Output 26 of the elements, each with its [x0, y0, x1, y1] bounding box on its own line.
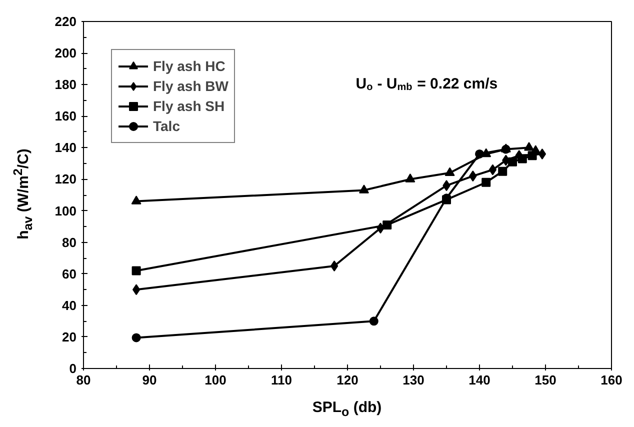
y-tick-label: 200 — [54, 46, 77, 61]
x-tick-label: 100 — [204, 372, 226, 388]
y-tick-label: 220 — [54, 14, 77, 29]
y-tick-label: 180 — [54, 77, 77, 92]
y-tick-label: 160 — [54, 108, 77, 124]
y-tick-label: 100 — [54, 203, 77, 218]
legend-label: Fly ash SH — [153, 97, 225, 115]
x-tick-label: 160 — [600, 372, 622, 388]
y-tick-label: 20 — [62, 329, 77, 344]
x-tick-label: 80 — [76, 372, 91, 388]
y-tick-label: 140 — [54, 140, 77, 156]
x-tick-label: 120 — [336, 372, 358, 388]
x-tick-label: 130 — [402, 372, 424, 388]
x-tick-label: 150 — [534, 372, 556, 388]
x-tick-label: 110 — [271, 372, 292, 388]
y-tick-label: 120 — [54, 172, 77, 187]
y-tick-label: 60 — [62, 266, 77, 282]
legend-label: Fly ash BW — [153, 77, 228, 95]
y-tick-label: 80 — [62, 234, 77, 250]
x-tick-label: 90 — [142, 372, 157, 388]
legend-label: Fly ash HC — [153, 57, 226, 75]
x-tick-label: 140 — [468, 372, 490, 388]
y-tick-label: 0 — [69, 361, 77, 376]
legend-label: Talc — [153, 117, 180, 135]
y-tick-label: 40 — [62, 298, 77, 313]
x-axis-title: SPL$_{o}$ (db) — [311, 398, 383, 421]
